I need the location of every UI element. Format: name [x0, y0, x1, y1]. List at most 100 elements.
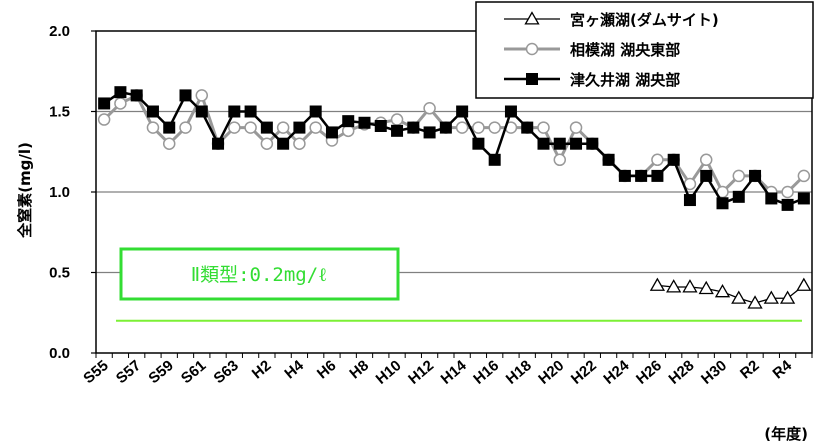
- x-tick-label: S61: [178, 357, 209, 387]
- data-point: [342, 115, 355, 128]
- data-point: [179, 121, 192, 134]
- data-point: [179, 89, 192, 102]
- data-point: [130, 89, 143, 102]
- data-point: [325, 126, 338, 139]
- standard-label-box: Ⅱ類型:0.2mg/ℓ: [119, 247, 400, 301]
- data-point: [293, 121, 306, 134]
- data-point: [781, 198, 794, 211]
- data-point: [195, 89, 209, 102]
- y-axis-title: 全窒素(mg/l): [16, 142, 34, 239]
- legend-label: 津久井湖 湖央部: [570, 71, 680, 89]
- data-point: [731, 290, 747, 304]
- data-point: [472, 137, 485, 150]
- data-point: [114, 86, 127, 99]
- y-tick-label: 0.5: [49, 265, 70, 282]
- data-point: [423, 126, 436, 139]
- data-point: [537, 137, 550, 150]
- data-point: [488, 153, 501, 166]
- y-tick-label: 1.5: [49, 104, 70, 121]
- data-point: [146, 105, 159, 118]
- data-point: [714, 284, 731, 298]
- x-tick-label: H10: [373, 357, 405, 388]
- data-point: [488, 121, 501, 134]
- data-point: [700, 169, 713, 182]
- x-tick-label: H24: [600, 357, 633, 388]
- series-3: [98, 86, 810, 211]
- x-tick-label: H26: [633, 357, 665, 388]
- x-axis-title: (年度): [764, 425, 808, 443]
- x-axis-ticks: S55 S57 S59 S61 S63 H2 H4 H6 H8 H10 H12 H14 H16 H18 H2…: [80, 353, 813, 388]
- data-point: [651, 169, 664, 182]
- data-point: [781, 185, 794, 199]
- data-point: [765, 192, 778, 205]
- x-tick-label: H22: [568, 357, 600, 388]
- data-point: [570, 137, 583, 150]
- data-point: [276, 121, 290, 134]
- data-point: [97, 113, 111, 126]
- data-point: [667, 153, 680, 166]
- x-tick-label: H6: [314, 357, 340, 382]
- data-point: [504, 105, 517, 118]
- x-tick-label: H12: [405, 357, 437, 388]
- series-layer: [97, 86, 812, 309]
- data-point: [260, 137, 274, 150]
- data-point: [358, 116, 371, 129]
- series-line: [103, 91, 805, 195]
- data-point: [293, 137, 306, 150]
- x-tick-label: S55: [80, 357, 111, 387]
- data-point: [716, 197, 729, 210]
- x-tick-label: R4: [770, 357, 796, 383]
- data-point: [732, 169, 746, 183]
- data-point: [244, 121, 257, 134]
- data-point: [618, 169, 631, 182]
- y-tick-label: 1.0: [49, 184, 70, 201]
- data-point: [472, 121, 485, 134]
- data-point: [732, 190, 745, 203]
- x-tick-label: S57: [113, 357, 144, 387]
- data-point: [699, 153, 713, 167]
- series-line: [103, 90, 805, 207]
- data-point: [423, 102, 436, 115]
- x-tick-label: H16: [470, 357, 502, 388]
- data-point: [779, 290, 796, 304]
- data-point: [390, 113, 404, 126]
- x-tick-label: H14: [438, 357, 471, 388]
- data-point: [114, 97, 127, 110]
- data-point: [526, 73, 538, 85]
- data-point: [163, 121, 176, 134]
- data-point: [212, 137, 225, 150]
- data-point: [553, 137, 566, 150]
- data-point: [537, 121, 550, 134]
- x-tick-label: S63: [211, 357, 242, 387]
- data-point: [195, 105, 208, 118]
- data-point: [796, 277, 812, 291]
- x-tick-label: H28: [666, 357, 698, 388]
- data-point: [763, 290, 779, 304]
- data-point: [602, 153, 615, 166]
- data-point: [244, 105, 257, 118]
- y-tick-label: 0.0: [49, 345, 70, 362]
- x-tick-label: H20: [535, 357, 567, 388]
- data-point: [309, 105, 322, 118]
- data-point: [374, 119, 387, 132]
- y-tick-label: 2.0: [49, 23, 70, 40]
- data-point: [797, 192, 810, 205]
- data-point: [649, 277, 666, 291]
- data-point: [407, 121, 420, 134]
- standard-label-text: Ⅱ類型:0.2mg/ℓ: [191, 264, 328, 286]
- data-point: [455, 121, 469, 134]
- legend-item-2: 相模湖 湖央東部: [504, 41, 680, 59]
- data-point: [439, 121, 452, 134]
- data-point: [586, 137, 599, 150]
- data-point: [260, 121, 273, 134]
- x-tick-label: H18: [503, 357, 535, 388]
- data-point: [456, 105, 469, 118]
- legend-item-1: 宮ヶ瀬湖(ダムサイト): [504, 11, 719, 29]
- data-point: [162, 137, 176, 150]
- legend-label: 宮ヶ瀬湖(ダムサイト): [570, 11, 719, 29]
- data-point: [749, 169, 762, 182]
- data-point: [747, 295, 763, 309]
- data-point: [228, 105, 241, 118]
